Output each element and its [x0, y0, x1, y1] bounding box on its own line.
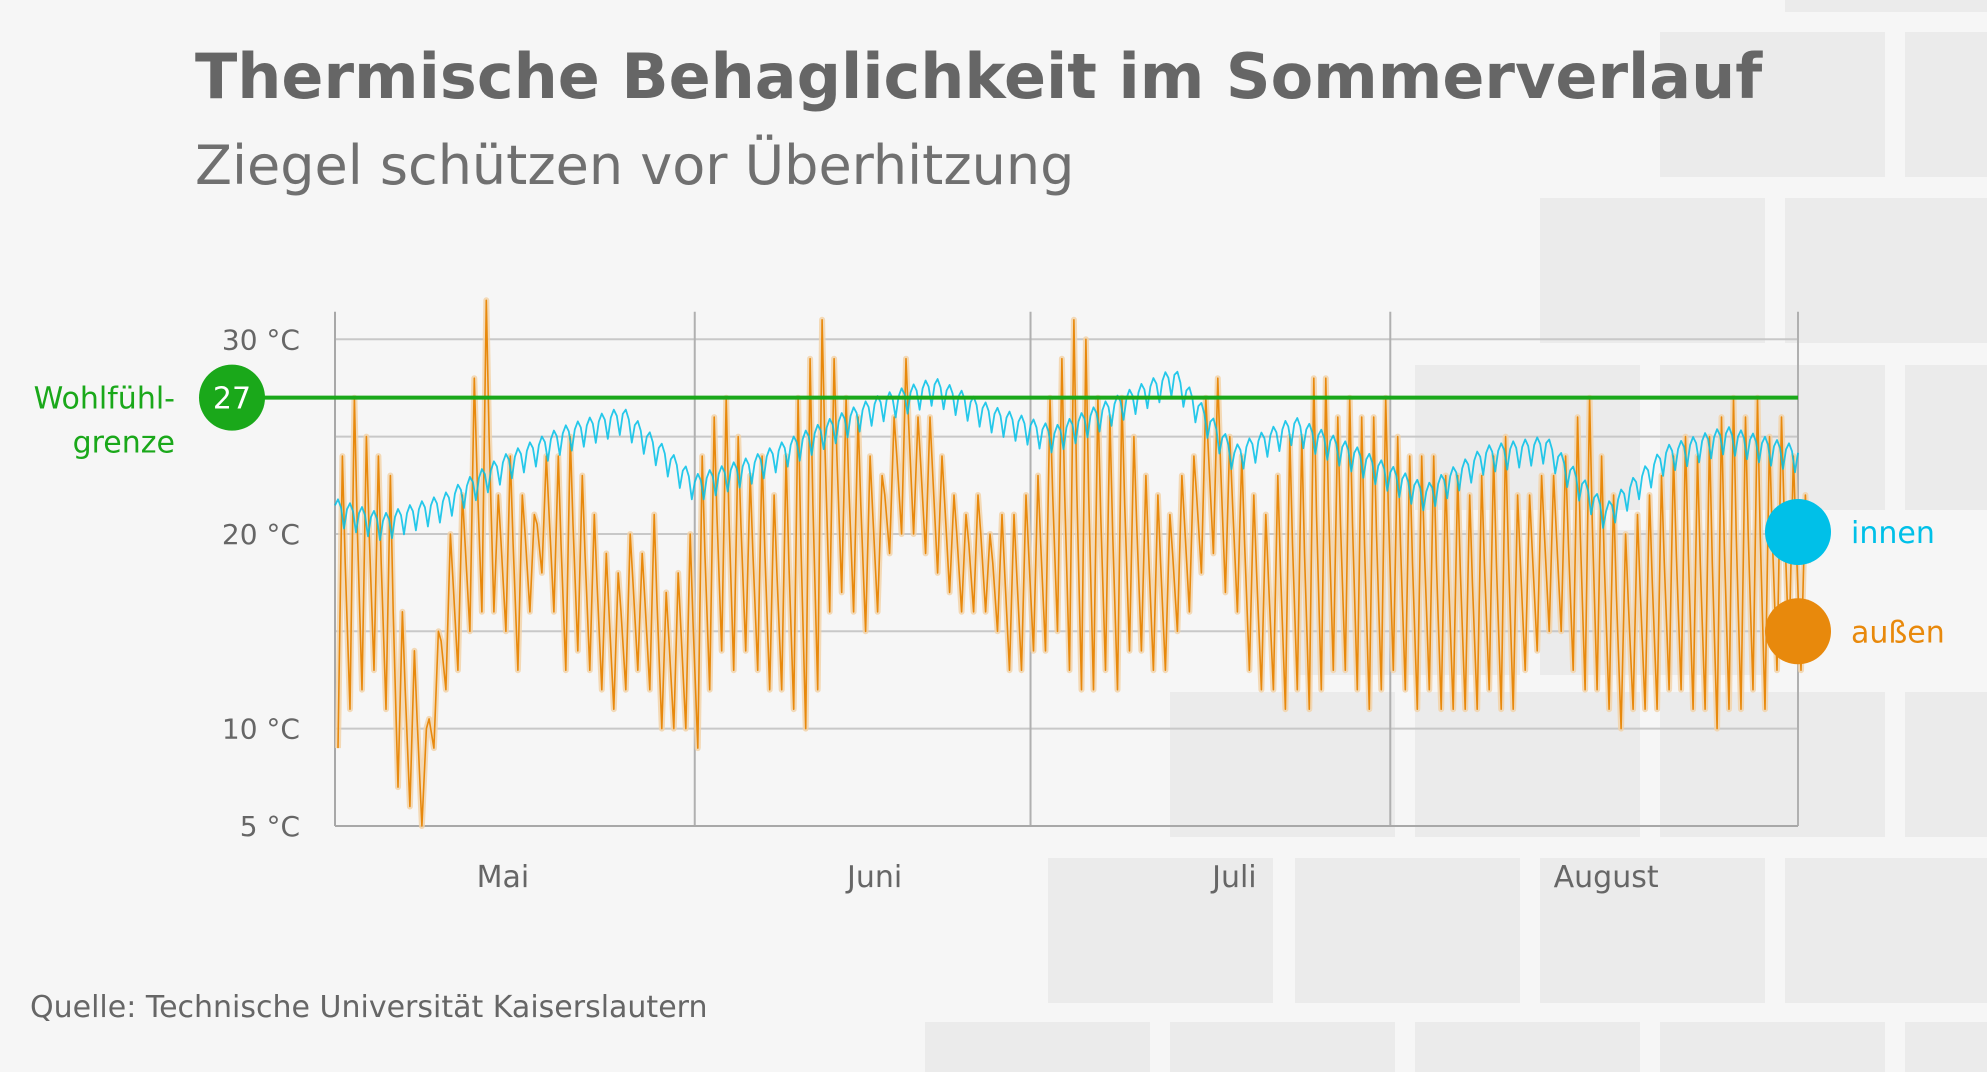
background-brick — [1785, 0, 1987, 12]
background-brick — [1660, 692, 1885, 837]
legend-marker — [1765, 598, 1831, 665]
background-brick — [1660, 32, 1885, 177]
background-brick — [1295, 858, 1520, 1003]
background-brick — [1905, 32, 1987, 177]
background-brick — [1660, 1022, 1885, 1072]
background-brick — [1540, 858, 1765, 1003]
legend-marker — [1765, 499, 1831, 566]
background-brick — [1415, 1022, 1640, 1072]
background-brick — [1170, 692, 1395, 837]
y-tick-label: 10 °C — [222, 713, 300, 746]
background-brick — [1048, 858, 1273, 1003]
series-aussen-line — [337, 299, 1809, 827]
background-brick — [925, 1022, 1150, 1072]
x-month-label: Mai — [477, 860, 530, 895]
x-month-label: Juni — [845, 860, 902, 895]
background-brick — [1415, 692, 1640, 837]
reference-value-label: 27 — [213, 382, 251, 417]
y-tick-label: 30 °C — [222, 323, 300, 356]
y-tick-label: 20 °C — [222, 518, 300, 551]
legend: innen außen — [1765, 499, 1945, 665]
legend-label: außen — [1851, 615, 1945, 650]
legend-label: innen — [1851, 516, 1935, 551]
chart-subtitle: Ziegel schützen vor Überhitzung — [195, 134, 1075, 197]
background-brick — [1905, 692, 1987, 837]
y-tick-label: 5 °C — [240, 810, 300, 843]
axis-labels-layer: 5 °C 10 °C 20 °C 30 °C Mai Juni Juli August — [222, 323, 1659, 895]
background-brick — [1170, 1022, 1395, 1072]
background-brick — [1905, 365, 1987, 510]
reference-name-label: Wohlfühl- — [34, 382, 175, 417]
series-aussen-layer — [335, 297, 1812, 829]
series-innen-layer — [334, 370, 1799, 541]
reference-badge — [199, 364, 265, 431]
series-innen-line — [334, 370, 1799, 541]
source-note: Quelle: Technische Universität Kaisersla… — [30, 990, 708, 1025]
background-brick — [1905, 1022, 1987, 1072]
background-brick — [1540, 198, 1765, 343]
background-brick — [1785, 858, 1987, 1003]
chart-title: Thermische Behaglichkeit im Sommerverlau… — [195, 40, 1763, 113]
x-month-label: August — [1554, 860, 1659, 895]
x-month-label: Juli — [1210, 860, 1257, 895]
reference-name-label: grenze — [73, 426, 175, 461]
background-brick — [1785, 198, 1987, 343]
reference-line-layer: 27 Wohlfühl-grenze — [34, 364, 1798, 461]
